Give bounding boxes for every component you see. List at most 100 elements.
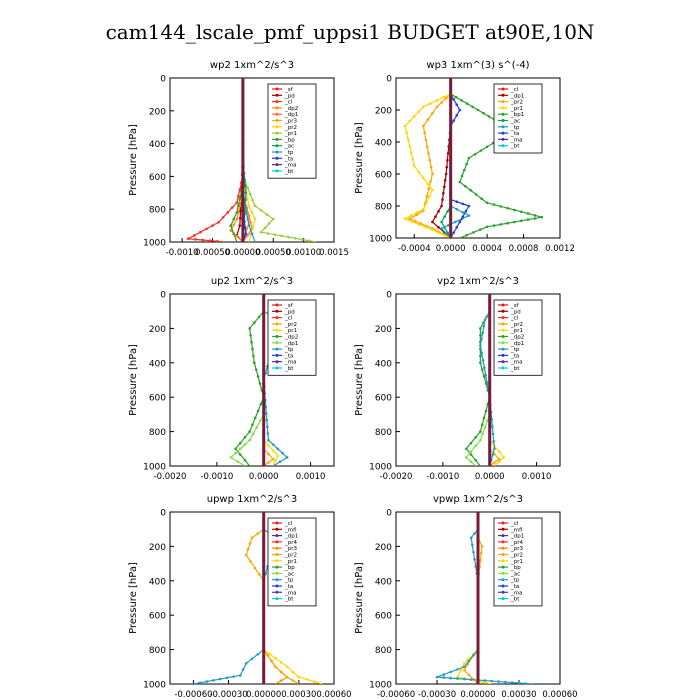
series-marker <box>491 425 494 428</box>
series-marker <box>526 218 530 221</box>
legend-marker <box>501 322 505 326</box>
series-marker <box>251 423 254 427</box>
series-group <box>186 78 316 242</box>
series-marker <box>485 381 489 384</box>
series-marker <box>266 432 270 435</box>
legend-marker <box>501 137 505 141</box>
legend-marker <box>275 316 279 320</box>
series-marker <box>251 198 254 202</box>
series-marker <box>201 238 205 242</box>
chart-panel-3: up2 1xm^2/s^3 Pressure [hPa] 0 200 400 600 800… <box>128 276 335 482</box>
legend-label: _cl <box>284 316 293 322</box>
series-marker <box>255 426 258 429</box>
series-marker <box>493 461 496 464</box>
series-marker <box>481 331 484 335</box>
series-marker <box>445 165 449 169</box>
panel-title: upwp 1xm^2/s^3 <box>207 494 297 505</box>
series-marker <box>471 543 474 547</box>
legend-marker <box>275 125 279 129</box>
legend-label: _ta <box>510 131 519 137</box>
series-marker <box>437 226 440 229</box>
series-marker <box>479 327 482 330</box>
series-marker <box>293 237 297 240</box>
y-tick-label: 1000 <box>369 681 392 691</box>
x-tick-label: 0.0000 <box>475 472 505 482</box>
series-marker <box>419 222 423 225</box>
y-tick-label: 0 <box>160 509 166 519</box>
series-marker <box>469 450 473 453</box>
y-tick-label: 400 <box>149 577 166 587</box>
x-tick-label: -0.0010 <box>166 248 199 258</box>
series-marker <box>254 368 258 371</box>
series-marker <box>449 676 452 680</box>
y-tick-label: 200 <box>375 325 392 335</box>
series-marker <box>499 205 503 208</box>
series-marker <box>431 220 434 224</box>
legend-marker <box>275 131 279 135</box>
series-marker <box>279 679 283 682</box>
y-tick-label: 400 <box>149 359 166 369</box>
series-marker <box>452 231 456 234</box>
series-marker <box>463 168 466 172</box>
legend-marker <box>501 119 505 122</box>
series-marker <box>443 179 447 182</box>
series-marker <box>444 96 448 100</box>
legend-label: _ma <box>510 590 522 596</box>
series-marker <box>431 172 434 176</box>
series-marker <box>491 432 495 436</box>
x-tick-label: 0.00060 <box>542 690 577 700</box>
series-marker <box>229 229 233 232</box>
series-marker <box>186 237 190 241</box>
series-marker <box>458 108 462 112</box>
legend-label: _pr3 <box>284 546 298 552</box>
series-marker <box>415 211 419 214</box>
legend-marker <box>501 316 505 320</box>
series-marker <box>221 216 225 219</box>
series-marker <box>245 211 248 214</box>
y-tick-label: 800 <box>375 646 392 656</box>
series-marker <box>440 220 443 224</box>
series-marker <box>423 131 426 135</box>
series-marker <box>205 680 209 683</box>
series-marker <box>216 240 219 242</box>
legend-label: _tp <box>510 347 520 353</box>
series-marker <box>446 158 449 162</box>
panel-title: wp3 1xm^(3) s^(-4) <box>426 60 529 71</box>
x-tick-label: 0.00100 <box>286 248 321 258</box>
series-marker <box>249 560 252 563</box>
series-marker <box>485 201 489 205</box>
series-marker <box>267 222 271 225</box>
legend-label: _ac <box>284 571 294 577</box>
legend-marker <box>275 87 279 91</box>
y-tick-label: 1000 <box>369 463 392 473</box>
series-marker <box>276 447 280 451</box>
series-marker <box>446 210 449 213</box>
legend-label: _pr2 <box>510 100 523 106</box>
legend-marker <box>275 553 279 556</box>
legend-marker <box>275 584 279 588</box>
series-marker <box>425 194 429 198</box>
series-marker <box>442 185 446 189</box>
legend-marker <box>501 597 505 601</box>
series-marker <box>412 164 416 168</box>
series-marker <box>469 189 473 192</box>
y-tick-label: 200 <box>375 543 392 553</box>
plot-frame <box>169 511 335 685</box>
series-line-tp <box>479 294 496 466</box>
y-tick-label: 600 <box>149 394 166 404</box>
series-marker <box>452 119 456 122</box>
legend-marker <box>275 571 279 575</box>
series-marker <box>469 460 473 464</box>
series-marker <box>524 682 528 684</box>
series-marker <box>492 203 496 206</box>
series-marker <box>285 665 289 669</box>
legend-label: _dp1 <box>510 341 524 347</box>
x-tick-label: 0.0010 <box>522 472 552 482</box>
series-marker <box>280 234 283 238</box>
series-marker <box>453 220 457 224</box>
legend-marker <box>275 546 279 550</box>
x-tick-label: 0.0000 <box>436 244 466 254</box>
series-marker <box>250 211 254 214</box>
series-marker <box>437 231 440 234</box>
legend-label: _tp <box>284 347 294 353</box>
